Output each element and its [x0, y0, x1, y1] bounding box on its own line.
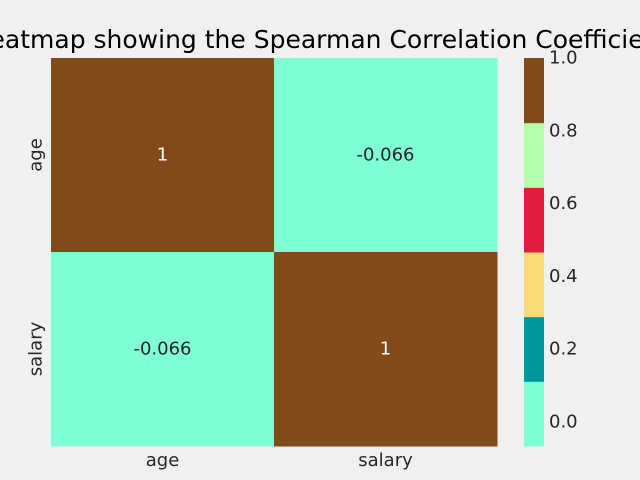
y-tick-label: salary	[26, 321, 47, 376]
colorbar-segment	[524, 122, 544, 188]
y-axis-tick-labels: age salary	[26, 138, 47, 376]
heatmap-annotations: 1 -0.066 -0.066 1	[133, 145, 414, 360]
x-tick-label: age	[146, 450, 180, 471]
colorbar-segment	[524, 252, 544, 318]
heatmap-cells	[51, 58, 498, 447]
heatmap-cell	[51, 252, 275, 447]
colorbar-segment	[524, 381, 544, 447]
y-tick-label: age	[26, 138, 47, 172]
colorbar-tick-labels: 0.0 0.2 0.4 0.6 0.8 1.0	[549, 48, 578, 433]
x-axis-tick-labels: age salary	[146, 450, 413, 471]
cell-annotation: -0.066	[356, 145, 414, 166]
colorbar-tick-label: 0.0	[549, 411, 578, 432]
colorbar-segment	[524, 316, 544, 382]
heatmap-cell	[274, 58, 498, 253]
chart-title: Heatmap showing the Spearman Correlation…	[0, 25, 640, 54]
cell-annotation: -0.066	[133, 339, 191, 360]
heatmap-cell	[51, 58, 275, 253]
colorbar-segment	[524, 187, 544, 253]
colorbar-tick-label: 0.6	[549, 193, 578, 214]
colorbar-tick-label: 0.8	[549, 120, 578, 141]
heatmap-cell	[274, 252, 498, 447]
colorbar-tick-label: 0.4	[549, 266, 578, 287]
colorbar-tick-label: 1.0	[549, 48, 578, 69]
colorbar-tick-label: 0.2	[549, 339, 578, 360]
cell-annotation: 1	[157, 145, 168, 166]
x-tick-label: salary	[358, 450, 413, 471]
colorbar	[524, 58, 544, 447]
colorbar-segment	[524, 58, 544, 124]
cell-annotation: 1	[380, 339, 391, 360]
